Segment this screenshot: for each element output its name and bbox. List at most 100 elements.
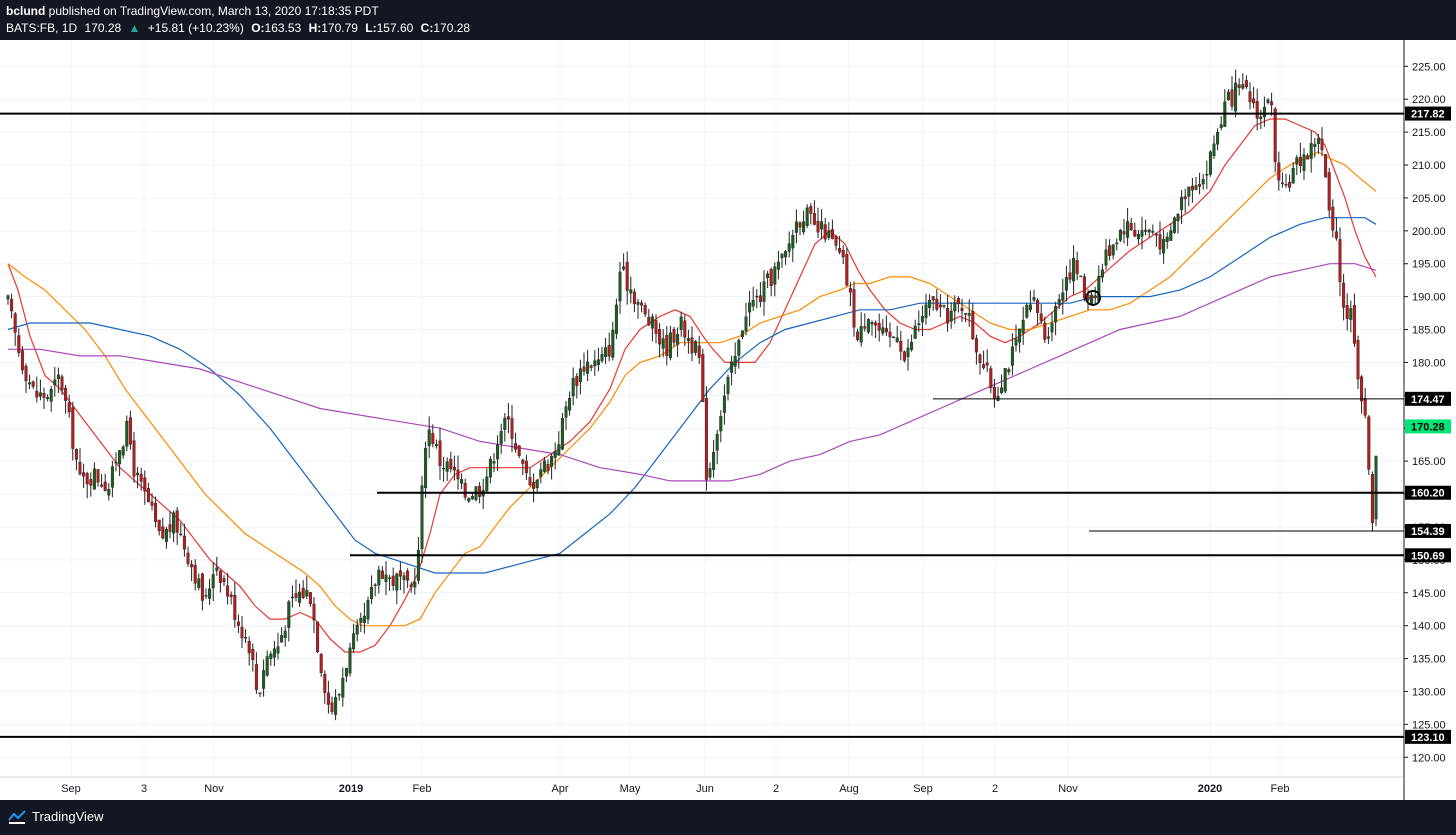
symbol-label[interactable]: BATS:FB, 1D: [6, 21, 78, 35]
candle-body: [499, 431, 503, 444]
support-resistance-lines[interactable]: [0, 112, 1404, 738]
candle-body: [845, 254, 849, 286]
candle-body: [856, 331, 860, 340]
candle-body: [575, 376, 579, 386]
candle-body: [571, 377, 575, 397]
candle-body: [395, 573, 399, 591]
candle-body: [1154, 233, 1158, 236]
candle-body: [650, 316, 654, 329]
time-tick-label: 2: [992, 783, 998, 795]
candle-body: [143, 477, 147, 492]
candle-body: [316, 621, 320, 653]
candle-body: [1180, 196, 1184, 211]
price-label-box: [1405, 419, 1451, 434]
candle-body: [478, 485, 482, 497]
candle-body: [1176, 213, 1180, 222]
candle-body: [697, 345, 701, 358]
publisher-name[interactable]: bclund: [6, 4, 46, 18]
candle-body: [1316, 138, 1320, 144]
candle-body: [600, 354, 604, 362]
candle-body: [726, 376, 730, 395]
price-chart[interactable]: 120.00 125.00 130.00 135.00 140.00 145.00 150.…: [0, 40, 1456, 800]
candle-body: [593, 360, 597, 367]
high-label: H:: [308, 21, 322, 35]
time-tick-label: Feb: [413, 783, 432, 795]
candle-body: [229, 594, 233, 597]
candle-body: [902, 351, 906, 361]
candle-body: [834, 236, 838, 246]
candle-body: [820, 221, 824, 230]
candle-body: [13, 313, 17, 333]
candle-body: [553, 451, 557, 458]
price-tick-label: 185.00: [1412, 325, 1446, 337]
candle-body: [964, 313, 968, 315]
price-label-text: 123.10: [1411, 732, 1445, 744]
candle-body: [506, 416, 510, 420]
candle-body: [1237, 84, 1241, 89]
candle-body: [978, 354, 982, 364]
candle-body: [1104, 249, 1108, 266]
candle-body: [1183, 196, 1187, 200]
candle-body: [1162, 238, 1166, 254]
candle-body: [863, 326, 867, 329]
candle-body: [1360, 376, 1364, 402]
candle-body: [1068, 272, 1072, 280]
candle-body: [1046, 336, 1050, 339]
candle-body: [56, 374, 60, 380]
candles: [6, 69, 1378, 721]
candle-body: [1032, 297, 1036, 301]
candle-body: [733, 356, 737, 367]
candle-body: [218, 570, 222, 583]
time-tick-label: Nov: [204, 783, 224, 795]
candle-body: [784, 251, 788, 258]
candle-body: [737, 340, 741, 356]
candle-body: [942, 305, 946, 307]
candle-body: [1010, 346, 1014, 366]
candle-body: [78, 462, 82, 475]
candle-body: [323, 673, 327, 693]
candle-body: [766, 273, 770, 279]
time-tick-label: Nov: [1058, 783, 1078, 795]
candle-body: [1331, 206, 1335, 231]
time-axis[interactable]: Sep 3 Nov 2019 Feb Apr May Jun 2 Aug Sep 2 Nov 2020 Fe…: [61, 783, 1289, 795]
candle-body: [910, 341, 914, 350]
candle-body: [139, 474, 143, 482]
candle-body: [708, 468, 712, 478]
candle-body: [103, 481, 107, 492]
candle-body: [211, 574, 215, 589]
candle-body: [1334, 231, 1338, 239]
candle-body: [438, 440, 442, 467]
tradingview-logo-icon[interactable]: [8, 810, 26, 824]
candle-body: [1342, 282, 1346, 308]
candle-body: [712, 451, 716, 470]
candle-body: [823, 224, 827, 240]
candle-body: [1115, 242, 1119, 245]
candle-body: [1352, 305, 1356, 344]
tradingview-brand[interactable]: TradingView: [32, 809, 104, 824]
candle-body: [992, 386, 996, 399]
candle-body: [985, 362, 989, 366]
low-value: 157.60: [376, 21, 414, 35]
candle-body: [643, 305, 647, 315]
candle-body: [1288, 181, 1292, 188]
candle-body: [1280, 182, 1284, 184]
candle-body: [899, 341, 903, 352]
candle-body: [776, 261, 780, 270]
candle-body: [337, 693, 341, 696]
price-tick-label: 220.00: [1412, 94, 1446, 106]
price-tick-label: 215.00: [1412, 127, 1446, 139]
candle-body: [946, 308, 950, 324]
candle-body: [290, 596, 294, 599]
price-tick-label: 135.00: [1412, 654, 1446, 666]
candle-body: [413, 581, 417, 588]
candle-body: [380, 570, 384, 579]
candle-body: [503, 417, 507, 430]
candle-body: [787, 243, 791, 252]
last-price: 170.28: [84, 21, 122, 35]
price-labels: 217.82 174.47 160.20 154.39 150.69 123.10 170.…: [1405, 106, 1451, 744]
candle-body: [110, 466, 114, 488]
candle-body: [449, 458, 453, 470]
candle-body: [150, 501, 154, 506]
candle-body: [136, 472, 140, 476]
candle-body: [701, 354, 705, 403]
